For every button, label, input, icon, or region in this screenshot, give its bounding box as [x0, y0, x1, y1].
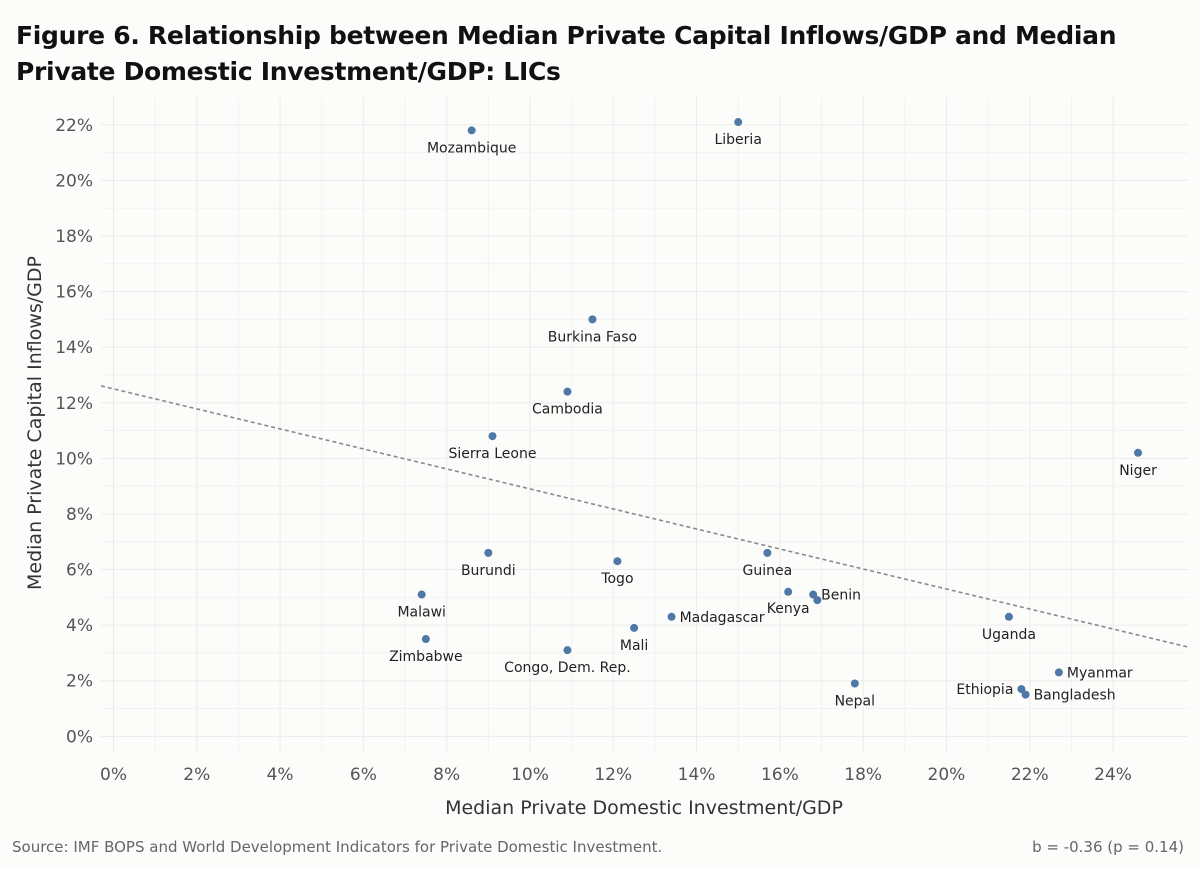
data-point: [417, 590, 426, 599]
x-tick-label: 6%: [350, 765, 377, 785]
regression-stat: b = -0.36 (p = 0.14): [1032, 838, 1184, 856]
x-tick-label: 8%: [433, 765, 460, 785]
data-point: [667, 612, 676, 621]
data-point: [613, 557, 622, 566]
y-tick-label: 8%: [66, 505, 93, 525]
x-tick-label: 14%: [678, 765, 716, 785]
data-point: [1021, 690, 1030, 699]
data-point: [630, 623, 639, 632]
data-point: [850, 679, 859, 688]
x-tick-label: 24%: [1094, 765, 1132, 785]
point-label: Cambodia: [532, 402, 603, 418]
x-tick-label: 10%: [511, 765, 549, 785]
point-label: Burkina Faso: [548, 329, 637, 345]
point-label: Madagascar: [680, 610, 765, 626]
trend-line: [100, 385, 1189, 648]
data-point: [1134, 448, 1143, 457]
x-tick-label: 16%: [761, 765, 799, 785]
data-point: [784, 587, 793, 596]
x-tick-label: 18%: [844, 765, 882, 785]
point-label: Kenya: [767, 601, 810, 617]
data-points: [417, 118, 1143, 699]
data-point: [1054, 668, 1063, 677]
y-tick-label: 22%: [55, 116, 93, 136]
point-label: Nepal: [835, 694, 875, 710]
point-label: Zimbabwe: [389, 649, 463, 665]
data-point: [563, 387, 572, 396]
point-label: Bangladesh: [1034, 688, 1116, 704]
point-label: Mozambique: [427, 140, 516, 156]
x-tick-label: 20%: [928, 765, 966, 785]
x-axis-label: Median Private Domestic Investment/GDP: [445, 797, 843, 819]
y-tick-label: 20%: [55, 171, 93, 191]
x-tick-label: 12%: [594, 765, 632, 785]
y-tick-label: 16%: [55, 283, 93, 303]
x-tick-label: 0%: [100, 765, 127, 785]
data-point: [563, 646, 572, 655]
y-tick-label: 10%: [55, 449, 93, 469]
data-point: [809, 590, 818, 599]
point-label: Sierra Leone: [449, 446, 537, 462]
data-point: [763, 548, 772, 557]
point-label: Myanmar: [1067, 665, 1133, 681]
data-point: [813, 596, 822, 605]
point-labels: Mozambique Liberia Burkina Faso Cambodia Sie…: [389, 132, 1157, 709]
y-tick-label: 18%: [55, 227, 93, 247]
y-axis-ticks: 0% 2% 4% 6% 8% 10% 12% 14% 16% 18% 20% 22%: [55, 116, 93, 748]
data-point: [484, 548, 493, 557]
y-tick-label: 0%: [66, 727, 93, 747]
point-label: Malawi: [397, 605, 445, 621]
data-point: [588, 315, 597, 324]
y-tick-label: 14%: [55, 338, 93, 358]
point-label: Congo, Dem. Rep.: [504, 660, 631, 676]
point-label: Niger: [1119, 463, 1157, 479]
x-axis-ticks: 0% 2% 4% 6% 8% 10% 12% 14% 16% 18% 20% 22% 24%: [100, 765, 1132, 785]
point-label: Guinea: [743, 563, 793, 579]
grid-lines: [101, 97, 1188, 753]
x-tick-label: 22%: [1011, 765, 1049, 785]
data-point: [734, 118, 743, 127]
data-point: [421, 635, 430, 644]
point-label: Liberia: [714, 132, 761, 148]
point-label: Burundi: [461, 563, 516, 579]
y-tick-label: 4%: [66, 616, 93, 636]
chart-title: Figure 6. Relationship between Median Pr…: [16, 21, 1117, 86]
data-point: [1017, 685, 1026, 694]
point-label: Benin: [821, 588, 861, 604]
y-tick-label: 2%: [66, 672, 93, 692]
point-label: Mali: [620, 638, 648, 654]
x-tick-label: 4%: [267, 765, 294, 785]
y-tick-label: 6%: [66, 561, 93, 581]
source-note: Source: IMF BOPS and World Development I…: [12, 838, 663, 856]
data-point: [1004, 612, 1013, 621]
point-label: Togo: [600, 571, 633, 587]
y-axis-label: Median Private Capital Inflows/GDP: [24, 256, 46, 590]
point-label: Uganda: [982, 627, 1036, 643]
data-point: [467, 126, 476, 135]
data-point: [488, 432, 497, 441]
trend-line-path: [100, 385, 1189, 648]
x-tick-label: 2%: [183, 765, 210, 785]
point-label: Ethiopia: [956, 682, 1013, 698]
y-tick-label: 12%: [55, 394, 93, 414]
